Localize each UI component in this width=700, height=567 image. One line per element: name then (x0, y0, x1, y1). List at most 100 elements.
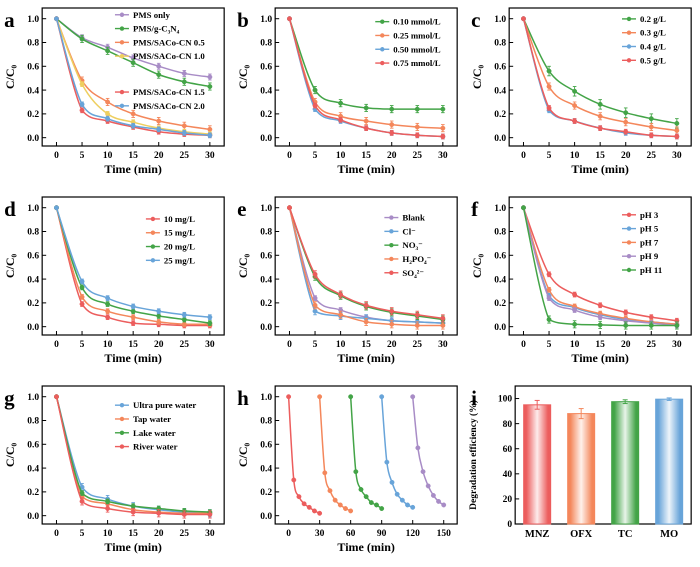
x-tick-label: 25 (413, 151, 423, 161)
x-tick-label: 15 (362, 151, 372, 161)
x-tick-label: 30 (438, 151, 448, 161)
y-tick-label: 1.0 (261, 393, 273, 403)
x-tick-label: 0 (287, 340, 292, 350)
x-tick-label: 25 (646, 151, 656, 161)
legend-label: 25 mg/L (164, 255, 195, 265)
x-tick-label: 20 (387, 340, 397, 350)
x-tick-label: 5 (80, 151, 85, 161)
y-tick-label: 0.8 (27, 228, 39, 238)
legend-label: H₂PO₄⁻ (403, 254, 432, 264)
y-tick-label: 1.0 (27, 15, 39, 25)
y-axis-label: C/C₀ (236, 442, 250, 467)
x-tick-label: 25 (180, 340, 190, 350)
x-tick-label: 30 (315, 529, 325, 539)
bar-MO (654, 398, 683, 525)
y-tick-label: 1.0 (261, 15, 273, 25)
y-axis-label: C/C₀ (3, 442, 17, 467)
y-tick-label: 1.0 (261, 204, 273, 214)
y-tick-label: 0.0 (261, 512, 273, 522)
panel-letter: b (237, 8, 249, 32)
panel-b: b 0.0 0.2 0.4 0.6 0.8 1.0 C/C₀ 0 5 10 15 20 25 30 Time … (233, 0, 466, 189)
bar-category-label: OFX (570, 529, 593, 540)
x-tick-label: 10 (336, 340, 346, 350)
x-axis-label: Time (min) (104, 540, 161, 554)
y-tick-label: 0.8 (261, 39, 273, 49)
x-tick-label: 5 (546, 151, 551, 161)
panel-e-chart: e 0.0 0.2 0.4 0.6 0.8 1.0 C/C₀ 0 5 10 15 20 25 30 Time … (236, 196, 459, 365)
legend: 0.10 mmol/L 0.25 mmol/L 0.50 mmol/L 0.75 mm… (375, 17, 442, 68)
x-tick-label: 25 (180, 151, 190, 161)
panel-h-chart: h 0.0 0.2 0.4 0.6 0.8 1.0 C/C₀ 0 30 60 90 120 150 Time… (236, 385, 459, 554)
legend-label: River water (133, 442, 178, 452)
x-tick-label: 25 (180, 529, 190, 539)
series-cycle-5 (410, 394, 447, 508)
panel-i-chart: i 0 20 40 60 80 100 Degradation efficiency (%) M… (468, 385, 692, 540)
x-tick-label: 10 (570, 151, 580, 161)
series-cycle-2 (317, 394, 354, 514)
y-tick-label: 0.6 (494, 251, 506, 261)
y-tick-label: 0 (507, 520, 512, 530)
x-tick-label: 10 (103, 529, 113, 539)
x-tick-label: 20 (621, 340, 631, 350)
y-tick-label: 0.6 (261, 251, 273, 261)
y-tick-label: 0.2 (261, 110, 273, 120)
x-tick-label: 30 (672, 151, 682, 161)
legend-label: 0.3 g/L (640, 28, 666, 38)
panel-e: e 0.0 0.2 0.4 0.6 0.8 1.0 C/C₀ 0 5 10 15 20 25 30 Time … (233, 189, 466, 378)
legend: 0.2 g/L 0.3 g/L 0.4 g/L 0.5 g/L (621, 14, 666, 65)
y-tick-label: 80 (502, 420, 512, 430)
panel-b-chart: b 0.0 0.2 0.4 0.6 0.8 1.0 C/C₀ 0 5 10 15 20 25 30 Time … (236, 7, 459, 176)
legend-label: Ultra pure water (133, 400, 196, 410)
x-tick-label: 0 (287, 151, 292, 161)
x-tick-label: 60 (346, 529, 356, 539)
legend-label: 0.25 mmol/L (394, 30, 442, 40)
legend-label: Blank (403, 213, 426, 223)
legend-label: pH 3 (640, 210, 659, 220)
x-tick-label: 15 (128, 151, 138, 161)
y-tick-label: 0.8 (494, 228, 506, 238)
legend-label: PMS/g-C₃N₄ (133, 24, 180, 34)
x-tick-label: 30 (205, 340, 215, 350)
y-tick-label: 0.2 (261, 488, 273, 498)
series-0.75 mmol/L (287, 16, 446, 140)
y-axis-label: C/C₀ (470, 64, 484, 89)
legend-label: SO₄²⁻ (403, 268, 425, 278)
panel-letter: i (471, 386, 477, 410)
legend-label: PMS/SACo-CN 1.5 (133, 87, 205, 97)
x-tick-label: 15 (128, 529, 138, 539)
legend-label: Cl⁻ (403, 226, 417, 236)
series-Lake water (54, 394, 213, 515)
legend-label: pH 5 (640, 224, 659, 234)
x-tick-label: 10 (103, 340, 113, 350)
legend-label: Lake water (133, 428, 176, 438)
legend-label: 15 mg/L (164, 228, 195, 238)
y-tick-label: 0.0 (494, 134, 506, 144)
y-tick-label: 0.8 (27, 39, 39, 49)
y-tick-label: 0.8 (261, 417, 273, 427)
y-tick-label: 0.4 (261, 86, 273, 96)
series-Ultra pure water (54, 394, 213, 518)
bar-MNZ (522, 404, 551, 525)
y-tick-label: 40 (502, 470, 512, 480)
y-tick-label: 0.8 (27, 417, 39, 427)
y-tick-label: 0.4 (261, 275, 273, 285)
x-tick-label: 15 (595, 340, 605, 350)
y-tick-label: 0.2 (27, 110, 39, 120)
legend-label: PMS only (133, 10, 171, 20)
x-tick-label: 0 (287, 529, 292, 539)
legend: PMS/SACo-CN 1.5 PMS/SACo-CN 2.0 (114, 87, 205, 111)
panel-i: i 0 20 40 60 80 100 Degradation efficiency (%) M… (467, 378, 700, 567)
y-tick-label: 60 (502, 445, 512, 455)
legend: Blank Cl⁻ NO₃⁻ H₂PO₄⁻ SO₄²⁻ (384, 213, 432, 278)
panel-letter: e (237, 197, 246, 221)
legend-label: pH 7 (640, 237, 659, 247)
x-tick-label: 0 (54, 529, 59, 539)
legend-label: 0.2 g/L (640, 14, 666, 24)
bar-OFX (566, 413, 595, 525)
legend-label: 0.50 mmol/L (394, 44, 442, 54)
x-tick-label: 15 (362, 340, 372, 350)
panel-a-chart: a 0.0 0.2 0.4 0.6 0.8 1.0 C/C₀ 0 5 10 15 20 25 30 Time … (3, 7, 225, 176)
y-tick-label: 0.8 (494, 39, 506, 49)
x-tick-label: 5 (80, 340, 85, 350)
